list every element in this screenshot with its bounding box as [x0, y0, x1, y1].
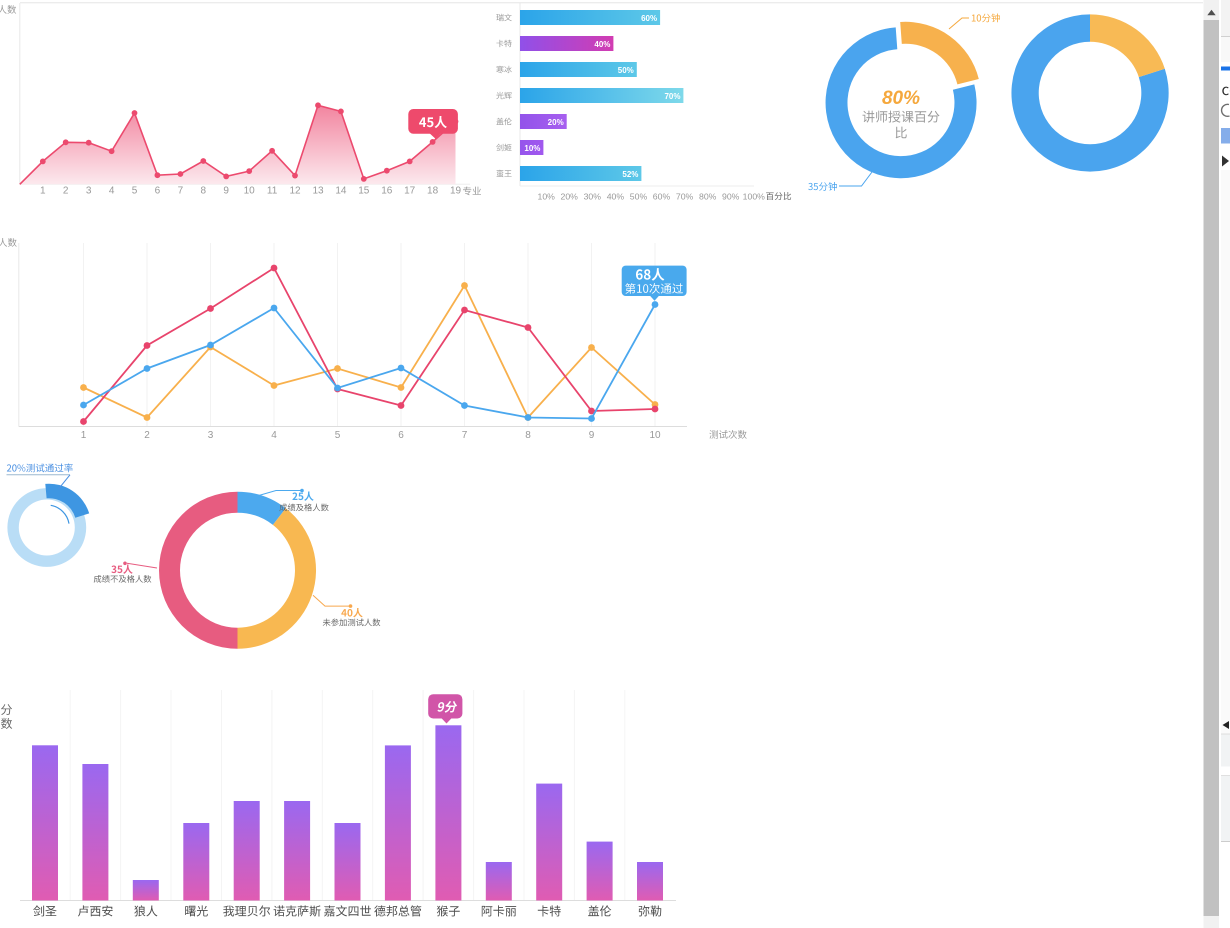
svg-text:52%: 52% [622, 170, 638, 179]
svg-text:40%: 40% [594, 40, 610, 49]
svg-text:7: 7 [462, 430, 468, 441]
svg-text:19: 19 [450, 186, 462, 197]
svg-text:3: 3 [86, 186, 92, 197]
svg-text:12: 12 [289, 186, 301, 197]
svg-text:40%: 40% [607, 191, 625, 201]
svg-text:60%: 60% [653, 191, 671, 201]
svg-text:10: 10 [244, 186, 256, 197]
svg-text:60%: 60% [641, 14, 657, 23]
svg-text:100%: 100% [743, 191, 765, 201]
svg-text:80%: 80% [882, 88, 920, 109]
svg-text:1: 1 [40, 186, 46, 197]
svg-text:5: 5 [335, 430, 341, 441]
svg-text:13: 13 [312, 186, 324, 197]
svg-text:50%: 50% [618, 66, 634, 75]
svg-text:10%: 10% [538, 191, 556, 201]
svg-text:30%: 30% [584, 191, 602, 201]
svg-text:80%: 80% [699, 191, 717, 201]
svg-text:1: 1 [81, 430, 87, 441]
svg-text:7: 7 [178, 186, 184, 197]
svg-text:16: 16 [381, 186, 393, 197]
svg-text:3: 3 [208, 430, 214, 441]
svg-text:14: 14 [335, 186, 347, 197]
svg-text:5: 5 [132, 186, 138, 197]
svg-text:8: 8 [201, 186, 207, 197]
svg-text:70%: 70% [664, 92, 680, 101]
svg-text:90%: 90% [722, 191, 740, 201]
svg-text:10%: 10% [524, 144, 540, 153]
svg-text:17: 17 [404, 186, 416, 197]
svg-text:4: 4 [109, 186, 115, 197]
svg-text:2: 2 [63, 186, 69, 197]
svg-text:9: 9 [589, 430, 595, 441]
svg-text:2: 2 [144, 430, 150, 441]
svg-text:6: 6 [398, 430, 404, 441]
svg-text:8: 8 [525, 430, 531, 441]
svg-text:9: 9 [223, 186, 229, 197]
svg-text:70%: 70% [676, 191, 694, 201]
svg-text:15: 15 [358, 186, 370, 197]
svg-text:4: 4 [271, 430, 277, 441]
svg-text:10: 10 [649, 430, 661, 441]
svg-text:50%: 50% [630, 191, 648, 201]
svg-text:20%: 20% [548, 118, 564, 127]
svg-text:11: 11 [267, 186, 278, 197]
svg-text:20%: 20% [561, 191, 579, 201]
svg-text:18: 18 [427, 186, 439, 197]
svg-text:6: 6 [155, 186, 161, 197]
